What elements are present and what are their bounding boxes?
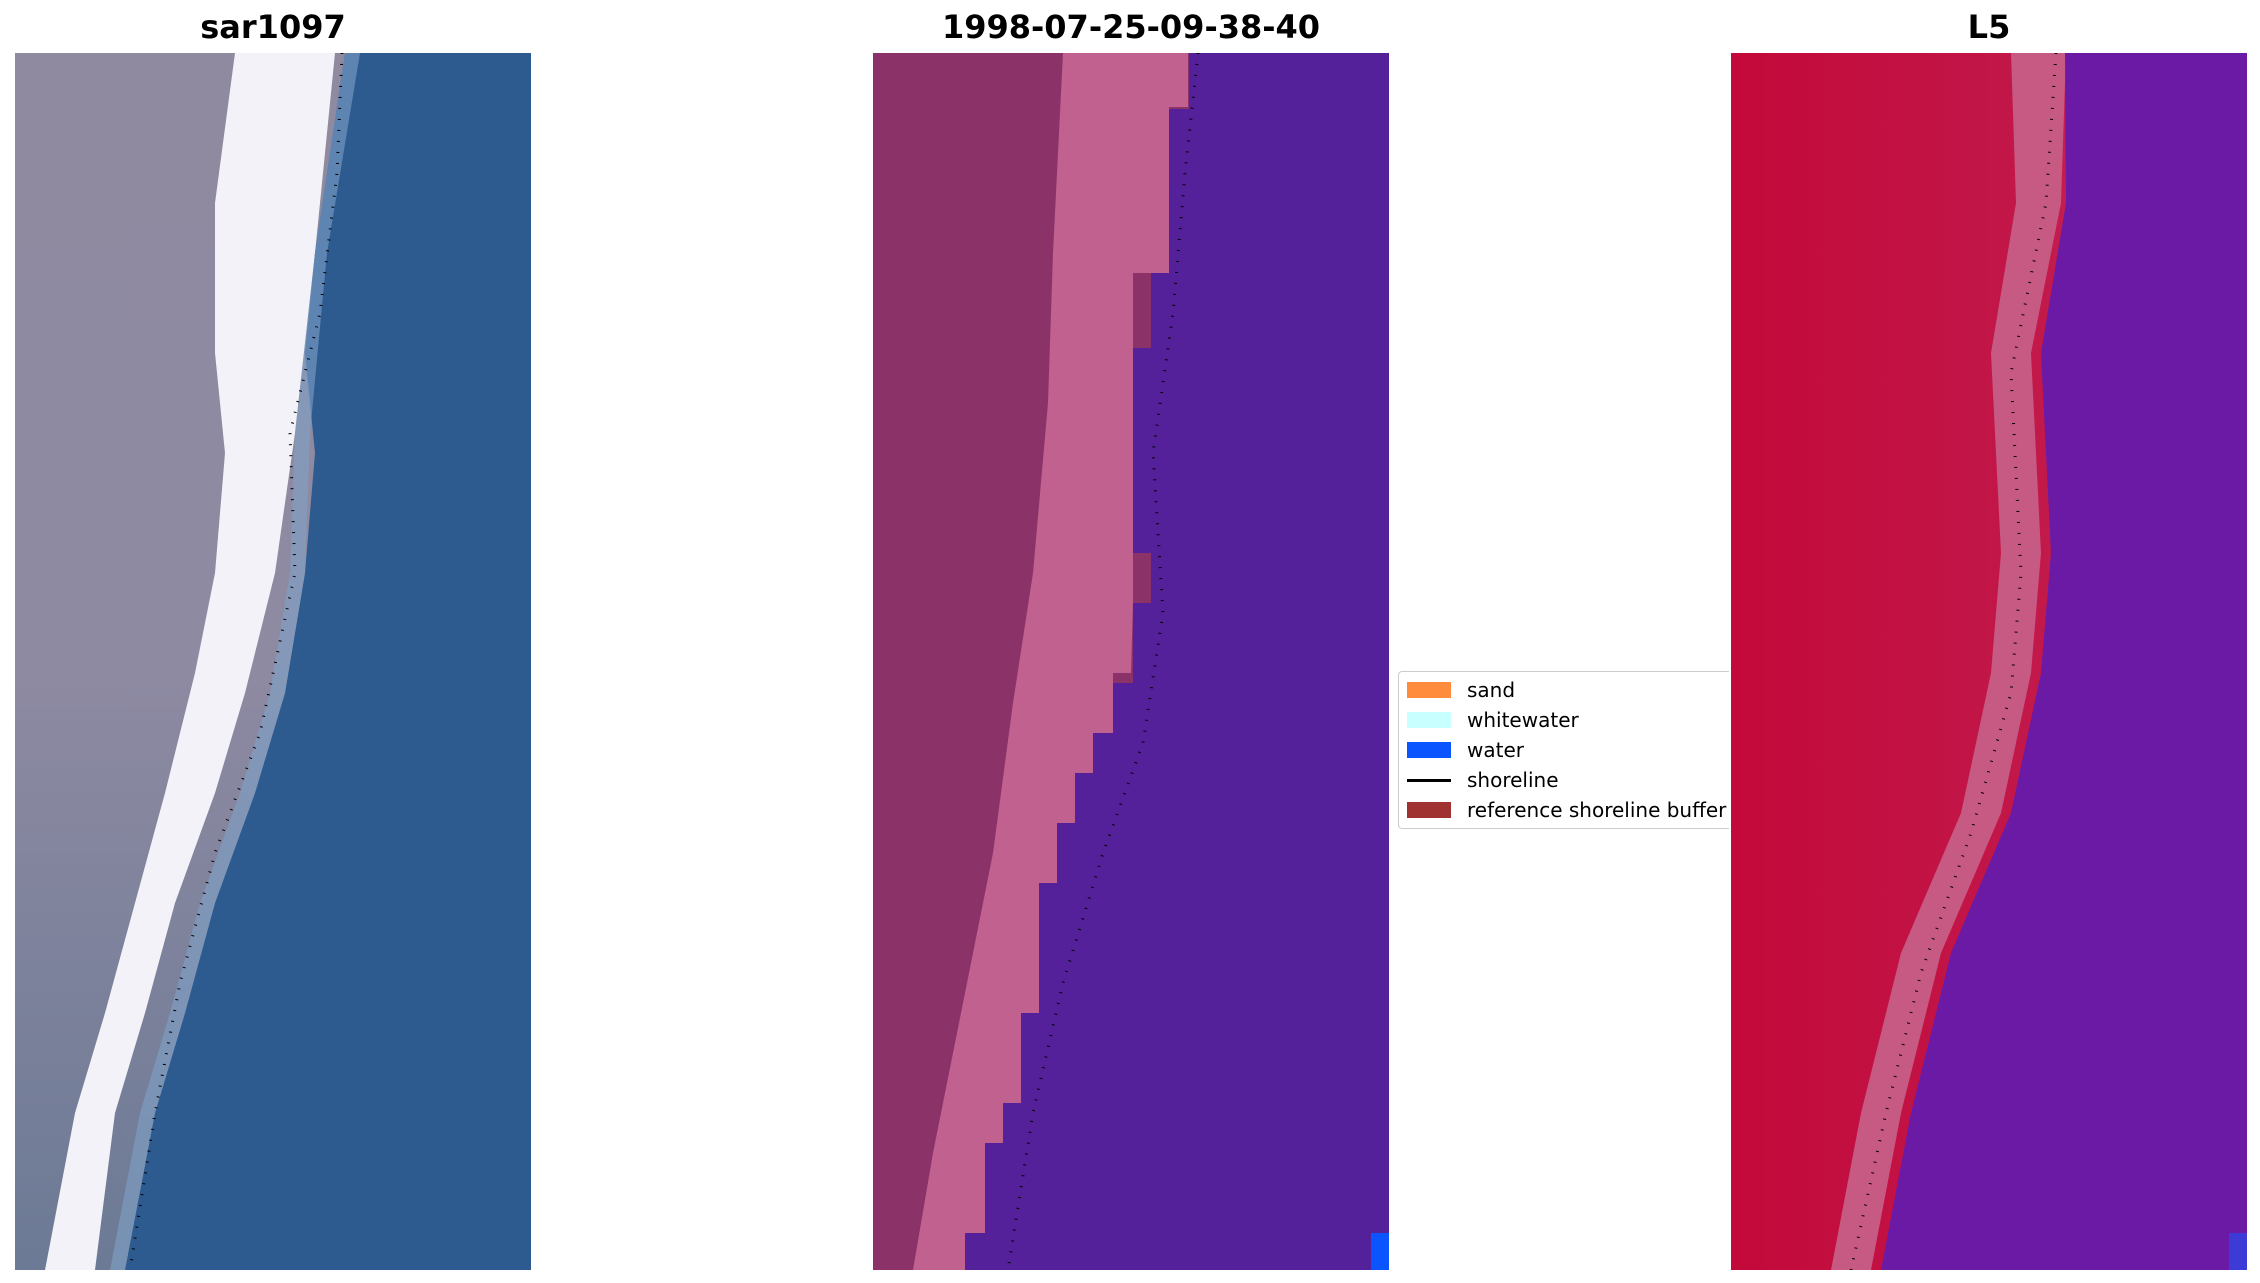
legend-label-water: water	[1467, 738, 1524, 762]
legend-item-water: water	[1407, 735, 1524, 765]
sand-class-band	[913, 53, 1188, 1270]
beach-whitewater-band	[45, 53, 335, 1270]
panel-title-rgb: sar1097	[200, 8, 346, 46]
rgb-satellite-image	[15, 53, 531, 1270]
water-class	[965, 53, 1389, 1270]
shallow-water-band	[110, 53, 360, 1270]
rgb-image-canvas	[15, 53, 531, 1270]
panel-title-date: 1998-07-25-09-38-40	[941, 8, 1321, 46]
index-image-canvas	[1731, 53, 2247, 1270]
classified-image-canvas	[873, 53, 1389, 1270]
legend-item-sand: sand	[1407, 675, 1515, 705]
legend-item-shoreline: shoreline	[1407, 765, 1559, 795]
transition-band	[1831, 53, 2066, 1270]
buffer-swatch	[1407, 802, 1451, 818]
legend-item-whitewater: whitewater	[1407, 705, 1579, 735]
index-image	[1731, 53, 2247, 1270]
classified-image	[873, 53, 1389, 1270]
legend: sand whitewater water shoreline referenc…	[1398, 671, 1729, 829]
water-swatch	[1407, 742, 1451, 758]
water-pixel	[1371, 1233, 1389, 1270]
water-index	[1881, 53, 2247, 1270]
ocean-area	[125, 53, 531, 1270]
legend-item-buffer: reference shoreline buffer	[1407, 795, 1726, 825]
shoreline-line-swatch	[1407, 778, 1451, 782]
legend-label-buffer: reference shoreline buffer	[1467, 798, 1727, 822]
water-pixel	[2229, 1233, 2247, 1270]
whitewater-swatch	[1407, 712, 1451, 728]
legend-label-whitewater: whitewater	[1467, 708, 1579, 732]
sand-swatch	[1407, 682, 1451, 698]
legend-label-shoreline: shoreline	[1467, 768, 1559, 792]
panel-title-index: L5	[1967, 8, 2011, 46]
legend-label-sand: sand	[1467, 678, 1516, 702]
